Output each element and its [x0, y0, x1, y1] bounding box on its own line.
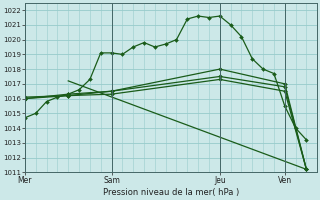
X-axis label: Pression niveau de la mer( hPa ): Pression niveau de la mer( hPa ): [103, 188, 239, 197]
